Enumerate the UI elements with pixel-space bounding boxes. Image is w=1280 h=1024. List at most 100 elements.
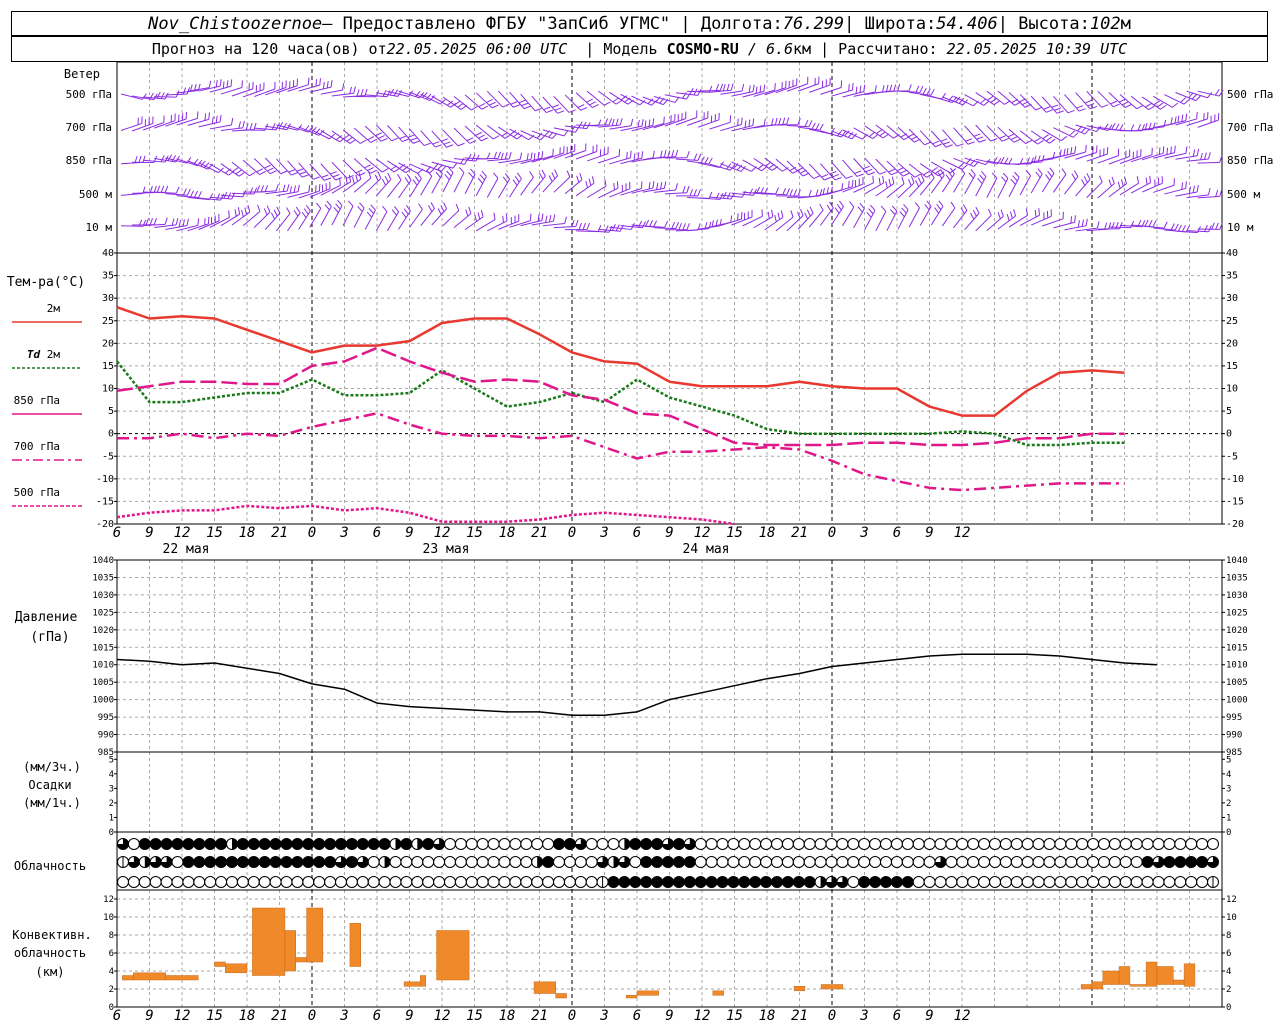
cloud-symbol bbox=[520, 876, 533, 888]
wind-barb-flag bbox=[197, 218, 200, 226]
wind-barb-flag bbox=[797, 117, 801, 125]
wind-barb bbox=[886, 210, 898, 231]
cloud-symbol bbox=[542, 876, 555, 888]
wind-barb-flag bbox=[355, 169, 363, 174]
wind-barb-flag bbox=[899, 169, 907, 174]
wind-barb bbox=[542, 222, 565, 227]
wind-barb-flag bbox=[965, 138, 973, 142]
wind-barb-flag bbox=[748, 85, 751, 93]
wind-barb bbox=[498, 159, 521, 164]
wind-barb-flag bbox=[286, 184, 290, 192]
wind-barb-flag bbox=[367, 136, 375, 141]
wind-barb-flag bbox=[397, 90, 402, 97]
cloud-symbol bbox=[781, 838, 794, 850]
cloud-symbol bbox=[880, 856, 892, 868]
wind-barb-flag bbox=[529, 171, 534, 178]
cloud-symbol bbox=[1108, 838, 1121, 850]
wind-barb-flag bbox=[471, 154, 476, 161]
wind-barb bbox=[120, 122, 142, 131]
wind-barb-flag bbox=[475, 154, 480, 162]
wind-barb-flag bbox=[452, 162, 458, 169]
y-tick-right: 10 bbox=[1226, 913, 1237, 923]
wind-barb-flag bbox=[563, 129, 569, 137]
cloud-symbol bbox=[1196, 838, 1209, 850]
wind-barb bbox=[620, 188, 642, 196]
precip-title: Осадки bbox=[28, 778, 71, 792]
wind-barb-flag bbox=[446, 144, 454, 148]
y-tick-right: 1 bbox=[1226, 813, 1231, 823]
wind-barb-flag bbox=[999, 135, 1007, 139]
wind-barb-flag bbox=[737, 213, 739, 221]
wind-barb-flag bbox=[851, 133, 858, 140]
convective-bar bbox=[214, 961, 226, 967]
wind-barb-flag bbox=[893, 84, 897, 92]
wind-barb bbox=[364, 209, 376, 230]
wind-barb-flag bbox=[856, 173, 864, 177]
wind-barb bbox=[975, 215, 992, 232]
cloud-symbol bbox=[291, 838, 304, 850]
hour-tick-bottom: 9 bbox=[665, 1008, 673, 1024]
wind-barb-flag bbox=[958, 97, 965, 104]
hour-tick-top: 3 bbox=[599, 525, 608, 541]
wind-barb-flag bbox=[375, 132, 382, 137]
wind-barb bbox=[742, 124, 765, 131]
wind-barb-flag bbox=[888, 168, 896, 173]
wind-barb-flag bbox=[923, 170, 930, 176]
wind-barb bbox=[409, 128, 425, 146]
wind-barb-flag bbox=[891, 171, 898, 176]
wind-barb bbox=[342, 129, 361, 144]
wind-barb bbox=[453, 96, 472, 111]
wind-barb bbox=[953, 127, 969, 145]
wind-barb bbox=[830, 206, 844, 226]
wind-barb-flag bbox=[786, 117, 790, 125]
wind-barb bbox=[886, 183, 905, 198]
wind-barb-flag bbox=[868, 171, 876, 176]
cloud-symbol bbox=[1174, 876, 1187, 888]
cloud-symbol bbox=[989, 876, 1001, 888]
wind-barb bbox=[198, 162, 219, 174]
cloud-symbol bbox=[967, 856, 980, 868]
wind-barb-flag bbox=[232, 167, 239, 173]
cloud-symbol bbox=[912, 856, 925, 868]
wind-barb-flag bbox=[460, 157, 465, 164]
y-tick-right: 1015 bbox=[1226, 643, 1248, 653]
wind-barb-flag bbox=[896, 167, 904, 172]
wind-barb bbox=[154, 191, 177, 194]
wind-barb bbox=[287, 212, 301, 232]
y-tick-right: 2 bbox=[1226, 799, 1231, 809]
pressure-title: Давление bbox=[15, 610, 78, 625]
wind-barb-flag bbox=[1042, 134, 1049, 140]
cloud-symbol bbox=[912, 838, 925, 850]
wind-barb-flag bbox=[849, 201, 855, 208]
cloud-symbol bbox=[1141, 876, 1154, 888]
wind-barb bbox=[1119, 94, 1138, 110]
wind-barb bbox=[320, 163, 336, 181]
wind-barb-flag bbox=[948, 95, 954, 102]
wind-barb bbox=[442, 210, 460, 227]
wind-barb-flag bbox=[377, 171, 382, 179]
wind-barb bbox=[309, 128, 330, 140]
wind-barb-flag bbox=[1136, 105, 1144, 110]
wind-barb bbox=[864, 210, 876, 231]
wind-barb-flag bbox=[608, 225, 613, 233]
series-line bbox=[116, 346, 1125, 447]
wind-barb bbox=[231, 161, 250, 177]
wind-barb-flag bbox=[234, 209, 237, 217]
cloud-symbol bbox=[204, 876, 217, 888]
wind-barb bbox=[842, 206, 855, 227]
wind-barb-flag bbox=[237, 207, 241, 215]
station-header: Nov_Chistoozernoe – Предоставлено ФГБУ "… bbox=[11, 11, 1268, 36]
wind-barb bbox=[276, 213, 291, 232]
wind-barb-flag bbox=[1156, 102, 1164, 108]
wind-barb-flag bbox=[663, 116, 665, 124]
cloud-symbol bbox=[640, 876, 653, 888]
wind-barb bbox=[698, 90, 721, 92]
wind-barb-flag bbox=[353, 86, 356, 94]
wind-barb-flag bbox=[1010, 178, 1016, 185]
cloud-symbol bbox=[487, 838, 500, 850]
wind-level-left: 500 м bbox=[79, 188, 112, 201]
wind-barb-flag bbox=[425, 93, 432, 100]
y-tick-left: 12 bbox=[103, 895, 114, 905]
hour-tick-bottom: 12 bbox=[954, 1008, 971, 1024]
y-tick-left: 1 bbox=[109, 813, 114, 823]
